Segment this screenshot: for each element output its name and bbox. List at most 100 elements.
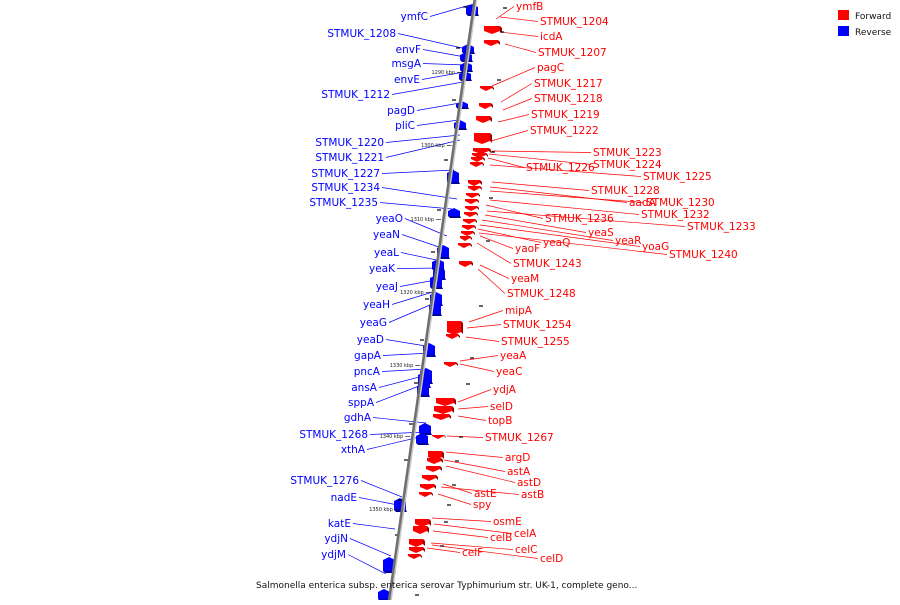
forward-gene-label-stmuk-1219[interactable]: STMUK_1219 xyxy=(531,109,600,121)
forward-gene-label-stmuk-1228[interactable]: STMUK_1228 xyxy=(591,185,660,197)
reverse-gene-label-yeal[interactable]: yeaL xyxy=(374,247,399,259)
forward-gene-label-ydja[interactable]: ydjA xyxy=(493,384,517,396)
reverse-gene-feature[interactable] xyxy=(378,589,390,599)
forward-gene-feature[interactable] xyxy=(470,162,482,167)
forward-gene-label-stmuk-1233[interactable]: STMUK_1233 xyxy=(687,221,756,233)
forward-gene-feature[interactable] xyxy=(415,519,429,527)
reverse-gene-label-yeao[interactable]: yeaO xyxy=(376,213,403,225)
reverse-gene-label-ydjn[interactable]: ydjN xyxy=(324,533,348,545)
forward-gene-feature[interactable] xyxy=(464,212,476,217)
forward-gene-label-stmuk-1243[interactable]: STMUK_1243 xyxy=(513,258,582,270)
reverse-gene-label-gapa[interactable]: gapA xyxy=(354,350,382,362)
reverse-gene-label-envf[interactable]: envF xyxy=(396,44,421,56)
forward-gene-feature[interactable] xyxy=(459,261,471,267)
forward-gene-feature[interactable] xyxy=(460,236,470,241)
forward-gene-label-stmuk-1225[interactable]: STMUK_1225 xyxy=(643,171,712,183)
forward-gene-label-stmuk-1218[interactable]: STMUK_1218 xyxy=(534,93,603,105)
reverse-gene-label-msga[interactable]: msgA xyxy=(391,58,421,70)
reverse-gene-feature[interactable] xyxy=(416,433,428,443)
forward-gene-label-stmuk-1240[interactable]: STMUK_1240 xyxy=(669,249,738,261)
forward-gene-label-celd[interactable]: celD xyxy=(540,553,563,565)
forward-gene-label-stmuk-1223[interactable]: STMUK_1223 xyxy=(593,147,662,159)
reverse-gene-feature[interactable] xyxy=(383,557,395,571)
forward-gene-feature[interactable] xyxy=(476,116,490,123)
forward-gene-feature[interactable] xyxy=(447,321,461,335)
reverse-gene-label-stmuk-1235[interactable]: STMUK_1235 xyxy=(309,197,378,209)
forward-gene-label-stmuk-1217[interactable]: STMUK_1217 xyxy=(534,78,603,90)
forward-gene-feature[interactable] xyxy=(422,475,436,481)
forward-gene-feature[interactable] xyxy=(432,435,444,439)
forward-gene-feature[interactable] xyxy=(465,206,477,211)
forward-gene-label-astd[interactable]: astD xyxy=(517,477,541,489)
reverse-gene-label-yeah[interactable]: yeaH xyxy=(363,299,390,311)
forward-gene-label-aada[interactable]: aadA xyxy=(629,197,657,209)
forward-gene-feature[interactable] xyxy=(471,157,483,162)
forward-gene-label-topb[interactable]: topB xyxy=(488,415,512,427)
forward-gene-label-yeaa[interactable]: yeaA xyxy=(500,350,527,362)
forward-gene-label-celf[interactable]: celF xyxy=(462,547,483,559)
reverse-gene-feature[interactable] xyxy=(448,208,460,216)
forward-gene-feature[interactable] xyxy=(419,492,431,497)
forward-gene-feature[interactable] xyxy=(473,148,489,154)
forward-gene-feature[interactable] xyxy=(472,153,486,158)
reverse-gene-label-ydjm[interactable]: ydjM xyxy=(321,549,346,561)
forward-gene-feature[interactable] xyxy=(465,199,477,204)
forward-gene-feature[interactable] xyxy=(466,193,478,198)
forward-gene-label-stmuk-1254[interactable]: STMUK_1254 xyxy=(503,319,572,331)
forward-gene-label-year[interactable]: yeaR xyxy=(615,235,641,247)
forward-gene-label-yoag[interactable]: yoaG xyxy=(642,241,669,253)
forward-gene-label-cela[interactable]: celA xyxy=(514,528,537,540)
forward-gene-feature[interactable] xyxy=(480,86,492,91)
forward-gene-label-yeac[interactable]: yeaC xyxy=(496,366,522,378)
forward-gene-label-stmuk-1226[interactable]: STMUK_1226 xyxy=(526,162,595,174)
forward-gene-feature[interactable] xyxy=(408,554,420,559)
forward-gene-label-astb[interactable]: astB xyxy=(521,489,544,501)
forward-gene-label-yeam[interactable]: yeaM xyxy=(511,273,539,285)
forward-gene-label-mipa[interactable]: mipA xyxy=(505,305,533,317)
forward-gene-feature[interactable] xyxy=(461,231,473,236)
forward-gene-label-argd[interactable]: argD xyxy=(505,452,530,464)
reverse-gene-label-enve[interactable]: envE xyxy=(394,74,420,86)
forward-gene-feature[interactable] xyxy=(458,243,470,248)
forward-gene-label-stmuk-1224[interactable]: STMUK_1224 xyxy=(593,159,662,171)
forward-gene-feature[interactable] xyxy=(468,180,480,186)
forward-gene-label-ymfb[interactable]: ymfB xyxy=(516,1,543,13)
reverse-gene-label-pnca[interactable]: pncA xyxy=(354,366,381,378)
forward-gene-label-aste[interactable]: astE xyxy=(474,488,497,500)
forward-gene-label-asta[interactable]: astA xyxy=(507,466,531,478)
forward-gene-label-stmuk-1236[interactable]: STMUK_1236 xyxy=(545,213,614,225)
forward-gene-label-stmuk-1248[interactable]: STMUK_1248 xyxy=(507,288,576,300)
reverse-gene-label-ansa[interactable]: ansA xyxy=(351,382,378,394)
reverse-gene-label-stmuk-1276[interactable]: STMUK_1276 xyxy=(290,475,359,487)
forward-gene-feature[interactable] xyxy=(444,362,456,367)
reverse-gene-label-stmuk-1234[interactable]: STMUK_1234 xyxy=(311,182,380,194)
reverse-gene-label-stmuk-1227[interactable]: STMUK_1227 xyxy=(311,168,380,180)
forward-gene-label-seld[interactable]: selD xyxy=(490,401,513,413)
forward-gene-label-celc[interactable]: celC xyxy=(515,544,537,556)
forward-gene-feature[interactable] xyxy=(434,406,452,414)
forward-gene-feature[interactable] xyxy=(462,225,474,230)
forward-gene-label-pagc[interactable]: pagC xyxy=(537,62,564,74)
forward-gene-feature[interactable] xyxy=(428,451,442,460)
forward-gene-feature[interactable] xyxy=(484,40,498,46)
reverse-gene-label-yeaj[interactable]: yeaJ xyxy=(376,281,398,293)
reverse-gene-label-gdha[interactable]: gdhA xyxy=(344,412,372,424)
forward-gene-feature[interactable] xyxy=(420,484,434,490)
forward-gene-feature[interactable] xyxy=(427,458,441,464)
reverse-gene-label-xtha[interactable]: xthA xyxy=(341,444,366,456)
reverse-gene-label-yean[interactable]: yeaN xyxy=(373,229,400,241)
forward-gene-label-yeaq[interactable]: yeaQ xyxy=(543,237,570,249)
reverse-gene-label-stmuk-1208[interactable]: STMUK_1208 xyxy=(327,28,396,40)
reverse-gene-label-stmuk-1268[interactable]: STMUK_1268 xyxy=(299,429,368,441)
forward-gene-label-icda[interactable]: icdA xyxy=(540,31,563,43)
forward-gene-label-osme[interactable]: osmE xyxy=(493,516,522,528)
reverse-gene-label-kate[interactable]: katE xyxy=(328,518,351,530)
forward-gene-label-yeas[interactable]: yeaS xyxy=(588,227,614,239)
reverse-gene-feature[interactable] xyxy=(419,423,431,433)
reverse-gene-label-stmuk-1220[interactable]: STMUK_1220 xyxy=(315,137,384,149)
reverse-gene-label-nade[interactable]: nadE xyxy=(331,492,357,504)
forward-gene-feature[interactable] xyxy=(426,466,440,472)
forward-gene-label-stmuk-1267[interactable]: STMUK_1267 xyxy=(485,432,554,444)
forward-gene-label-stmuk-1207[interactable]: STMUK_1207 xyxy=(538,47,607,59)
forward-gene-feature[interactable] xyxy=(463,219,475,224)
